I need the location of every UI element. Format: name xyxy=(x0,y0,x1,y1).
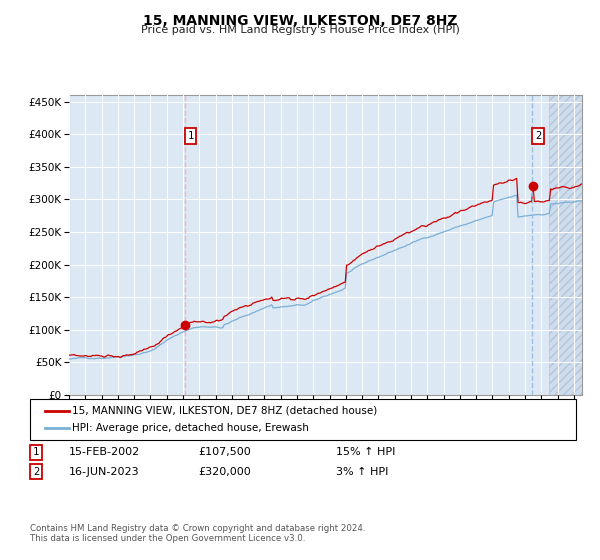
Text: 3% ↑ HPI: 3% ↑ HPI xyxy=(336,466,388,477)
Text: 15, MANNING VIEW, ILKESTON, DE7 8HZ: 15, MANNING VIEW, ILKESTON, DE7 8HZ xyxy=(143,14,457,28)
Text: 16-JUN-2023: 16-JUN-2023 xyxy=(69,466,140,477)
Text: 2: 2 xyxy=(33,466,39,477)
Text: £107,500: £107,500 xyxy=(198,447,251,458)
Text: 2: 2 xyxy=(535,131,541,141)
Text: Contains HM Land Registry data © Crown copyright and database right 2024.
This d: Contains HM Land Registry data © Crown c… xyxy=(30,524,365,543)
Text: HPI: Average price, detached house, Erewash: HPI: Average price, detached house, Erew… xyxy=(72,423,309,433)
Text: 1: 1 xyxy=(187,131,194,141)
Text: 1: 1 xyxy=(33,447,39,458)
Text: 15% ↑ HPI: 15% ↑ HPI xyxy=(336,447,395,458)
Text: 15, MANNING VIEW, ILKESTON, DE7 8HZ (detached house): 15, MANNING VIEW, ILKESTON, DE7 8HZ (det… xyxy=(72,405,377,416)
Text: £320,000: £320,000 xyxy=(198,466,251,477)
Bar xyxy=(550,95,590,395)
Text: Price paid vs. HM Land Registry's House Price Index (HPI): Price paid vs. HM Land Registry's House … xyxy=(140,25,460,35)
Text: 15-FEB-2002: 15-FEB-2002 xyxy=(69,447,140,458)
